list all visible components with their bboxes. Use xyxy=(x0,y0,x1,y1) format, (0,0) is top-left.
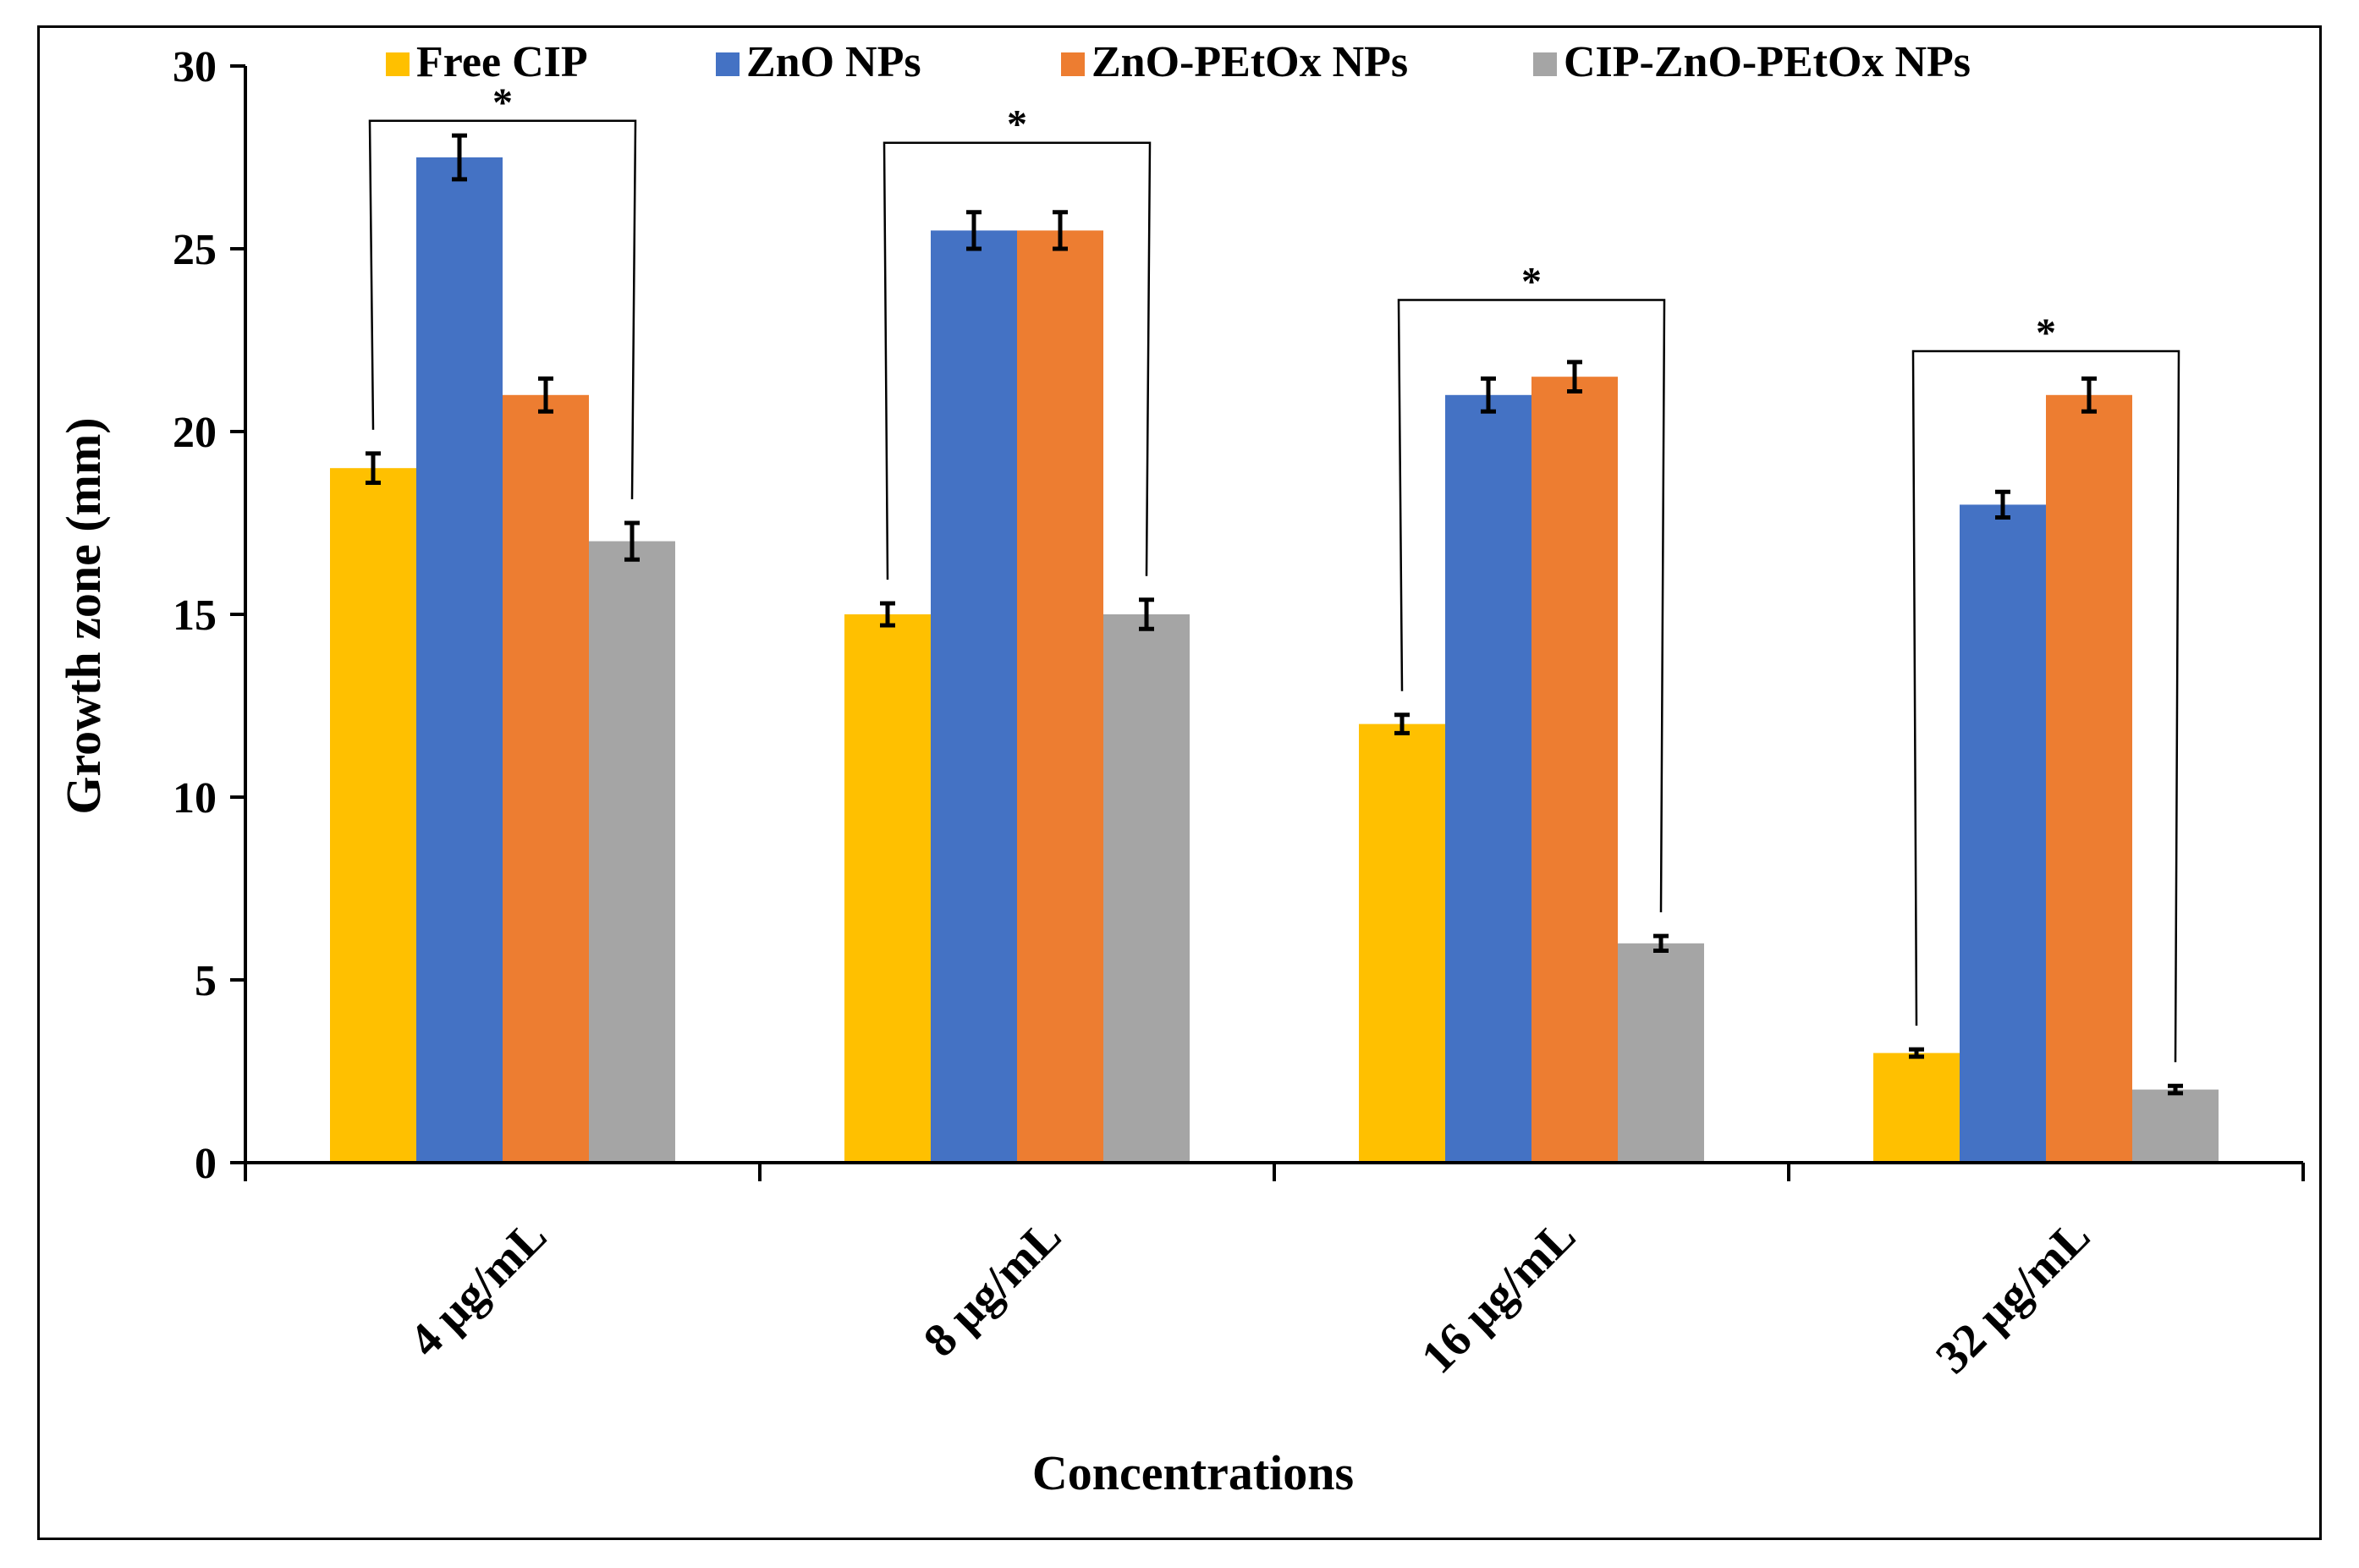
legend-swatch xyxy=(386,52,410,76)
legend-label: CIP-ZnO-PEtOx NPs xyxy=(1564,38,1971,86)
bar xyxy=(330,468,416,1163)
error-bars xyxy=(366,133,2183,1096)
bar xyxy=(2132,1089,2219,1163)
significance-brackets: * * * * xyxy=(368,80,2180,1063)
x-category-label: 16 μg/mL xyxy=(1411,1209,1586,1384)
bar xyxy=(416,157,503,1163)
significance-star: * xyxy=(1521,259,1542,304)
bar xyxy=(589,541,675,1163)
x-category-label: 32 μg/mL xyxy=(1926,1209,2100,1384)
bar xyxy=(1445,394,1531,1163)
bar xyxy=(844,614,931,1163)
bars xyxy=(330,157,2219,1163)
bar xyxy=(1359,723,1445,1163)
y-tick-label: 20 xyxy=(173,409,217,457)
legend-label: ZnO NPs xyxy=(746,38,921,86)
y-tick-label: 5 xyxy=(195,957,217,1005)
y-tick-label: 15 xyxy=(173,591,217,640)
bar xyxy=(931,230,1017,1163)
significance-bracket xyxy=(883,141,1152,580)
y-tick-label: 25 xyxy=(173,226,217,274)
legend-swatch xyxy=(716,52,740,76)
y-tick-label: 10 xyxy=(173,774,217,823)
bar xyxy=(1103,614,1190,1163)
legend-label: Free CIP xyxy=(416,38,588,86)
significance-bracket xyxy=(368,119,637,500)
bar xyxy=(2046,394,2132,1163)
bar xyxy=(1873,1053,1960,1163)
y-tick-label: 0 xyxy=(195,1140,217,1188)
bar xyxy=(1531,377,1618,1163)
significance-bracket xyxy=(1397,299,1666,913)
bar xyxy=(1960,504,2046,1163)
significance-star: * xyxy=(1007,102,1027,147)
bar xyxy=(503,394,589,1163)
significance-bracket xyxy=(1911,349,2180,1063)
significance-star: * xyxy=(492,80,513,125)
legend: Free CIP ZnO NPs ZnO-PEtOx NPs CIP-ZnO-PEtO… xyxy=(386,38,1971,86)
x-axis-title: Concentrations xyxy=(1032,1445,1354,1500)
y-axis-title: Growth zone (mm) xyxy=(56,417,111,814)
legend-label: ZnO-PEtOx NPs xyxy=(1092,38,1408,86)
legend-swatch xyxy=(1533,52,1557,76)
bar xyxy=(1017,230,1103,1163)
significance-star: * xyxy=(2036,311,2056,355)
legend-swatch xyxy=(1061,52,1085,76)
bar xyxy=(1618,943,1704,1163)
y-tick-label: 30 xyxy=(173,43,217,91)
x-category-label: 4 μg/mL xyxy=(399,1209,557,1367)
x-category-label: 8 μg/mL xyxy=(914,1209,1071,1367)
